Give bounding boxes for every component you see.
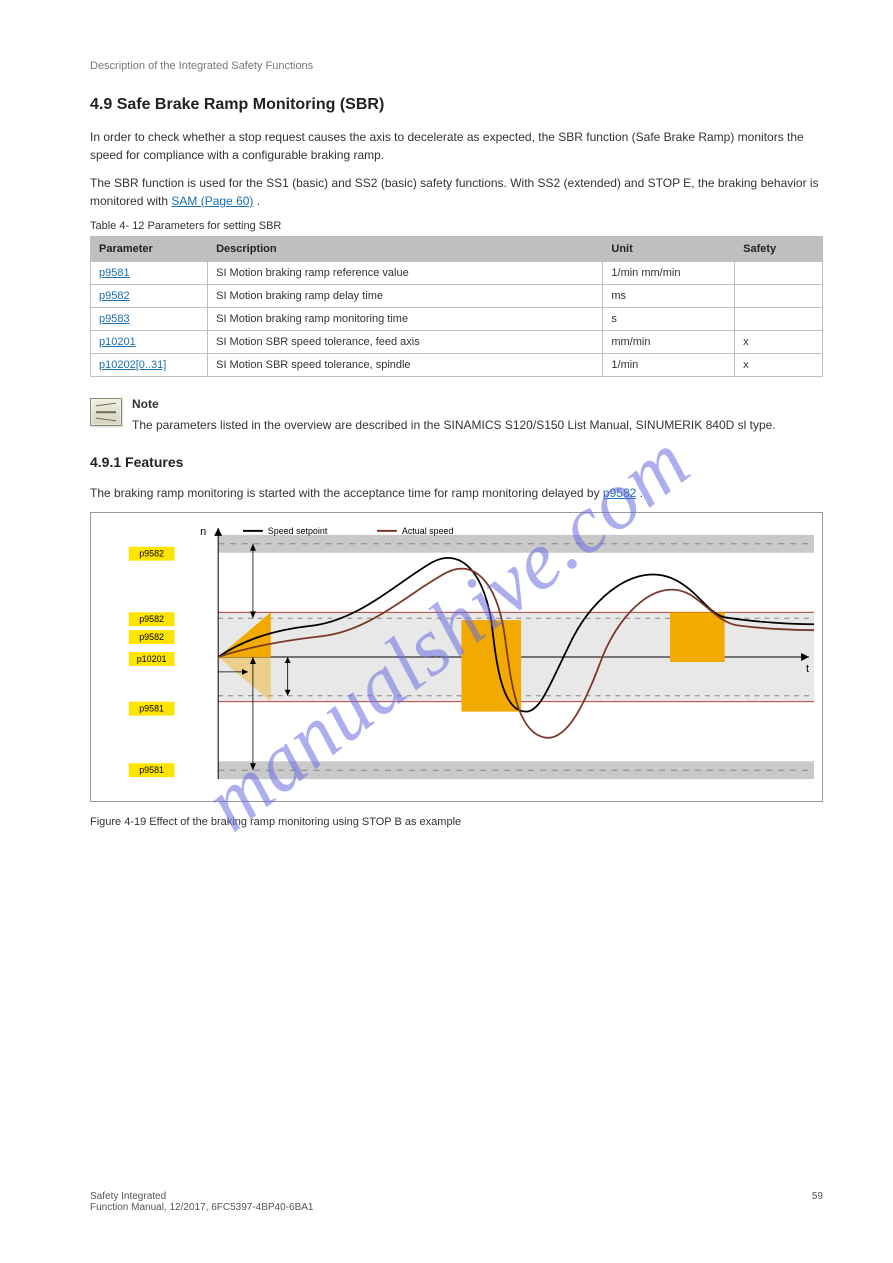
footer-left: Safety Integrated [90, 1191, 313, 1202]
page-header: Description of the Integrated Safety Fun… [90, 60, 823, 72]
svg-text:p9582: p9582 [139, 632, 164, 642]
table-header-row: Parameter Description Unit Safety [91, 237, 823, 262]
table-cell: ms [603, 285, 735, 308]
intro-para-2: The SBR function is used for the SS1 (ba… [90, 174, 823, 210]
y-axis-label: n [200, 526, 206, 538]
table-caption: Table 4- 12 Parameters for setting SBR [90, 220, 823, 232]
col-safety: Safety [735, 237, 823, 262]
footer-mid: Function Manual, 12/2017, 6FC5397-4BP40-… [90, 1202, 313, 1213]
features-text-b: . [640, 486, 643, 500]
figure-caption: Figure 4-19 Effect of the braking ramp m… [90, 816, 823, 828]
note-heading: Note [132, 395, 776, 413]
parameter-table: Parameter Description Unit Safety p9581 S… [90, 236, 823, 377]
x-axis-label: t [806, 663, 809, 675]
features-heading: 4.9.1 Features [90, 454, 823, 470]
table-cell: p9583 [91, 308, 208, 331]
note-box: Note The parameters listed in the overvi… [90, 395, 823, 434]
features-para: The braking ramp monitoring is started w… [90, 484, 823, 502]
table-cell: SI Motion braking ramp delay time [208, 285, 603, 308]
svg-text:p9581: p9581 [139, 704, 164, 714]
intro-para-2b: . [257, 194, 260, 208]
table-cell [735, 285, 823, 308]
table-cell: x [735, 331, 823, 354]
table-row: p9582 SI Motion braking ramp delay timems [91, 285, 823, 308]
table-cell: SI Motion braking ramp monitoring time [208, 308, 603, 331]
table-cell: SI Motion SBR speed tolerance, spindle [208, 354, 603, 377]
table-cell: 1/min mm/min [603, 262, 735, 285]
table-cell [735, 308, 823, 331]
table-cell: 1/min [603, 354, 735, 377]
p9582-link[interactable]: p9582 [603, 486, 636, 500]
param-link[interactable]: p9582 [99, 290, 130, 302]
page-footer: Safety Integrated Function Manual, 12/20… [90, 1191, 823, 1213]
table-row: p10201 SI Motion SBR speed tolerance, fee… [91, 331, 823, 354]
svg-text:p9582: p9582 [139, 614, 164, 624]
param-link[interactable]: p9583 [99, 313, 130, 325]
table-row: p9581 SI Motion braking ramp reference va… [91, 262, 823, 285]
intro-para-1: In order to check whether a stop request… [90, 128, 823, 164]
table-cell: p9582 [91, 285, 208, 308]
param-link[interactable]: p10201 [99, 336, 136, 348]
section-heading: 4.9 Safe Brake Ramp Monitoring (SBR) [90, 96, 823, 114]
features-text-a: The braking ramp monitoring is started w… [90, 486, 603, 500]
footer-right: 59 [812, 1191, 823, 1213]
svg-text:p9582: p9582 [139, 549, 164, 559]
legend-setpoint: Speed setpoint [268, 526, 328, 536]
table-cell: p9581 [91, 262, 208, 285]
table-row: p10202[0..31] SI Motion SBR speed toleran… [91, 354, 823, 377]
table-cell: p10202[0..31] [91, 354, 208, 377]
sbr-figure: n t Speed setpoint Actual speed p95 [90, 512, 823, 802]
sam-link[interactable]: SAM (Page 60) [171, 194, 253, 208]
figure-side-labels: p9582 p9582 p9582 p10201 p9581 p9581 [129, 547, 175, 777]
table-cell: s [603, 308, 735, 331]
table-cell: SI Motion braking ramp reference value [208, 262, 603, 285]
table-cell: p10201 [91, 331, 208, 354]
param-link[interactable]: p10202[0..31] [99, 359, 166, 371]
table-cell: mm/min [603, 331, 735, 354]
col-parameter: Parameter [91, 237, 208, 262]
table-row: p9583 SI Motion braking ramp monitoring t… [91, 308, 823, 331]
table-cell: x [735, 354, 823, 377]
svg-text:p9581: p9581 [139, 765, 164, 775]
param-link[interactable]: p9581 [99, 267, 130, 279]
legend-actual: Actual speed [402, 526, 454, 536]
table-cell [735, 262, 823, 285]
col-description: Description [208, 237, 603, 262]
svg-text:p10201: p10201 [137, 654, 167, 664]
note-icon [90, 398, 122, 426]
col-unit: Unit [603, 237, 735, 262]
table-cell: SI Motion SBR speed tolerance, feed axis [208, 331, 603, 354]
note-text: The parameters listed in the overview ar… [132, 416, 776, 434]
